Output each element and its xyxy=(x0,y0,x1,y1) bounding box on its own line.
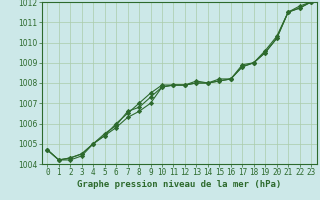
X-axis label: Graphe pression niveau de la mer (hPa): Graphe pression niveau de la mer (hPa) xyxy=(77,180,281,189)
